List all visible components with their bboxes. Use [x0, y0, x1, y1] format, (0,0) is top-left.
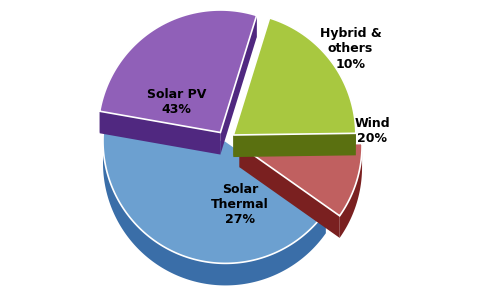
Polygon shape: [240, 143, 362, 216]
Polygon shape: [105, 120, 226, 163]
Polygon shape: [340, 143, 362, 238]
Polygon shape: [100, 10, 256, 133]
Polygon shape: [100, 10, 256, 133]
Polygon shape: [234, 133, 356, 157]
Polygon shape: [234, 18, 356, 135]
Text: Solar PV
43%: Solar PV 43%: [147, 88, 206, 116]
Polygon shape: [220, 16, 256, 155]
Polygon shape: [270, 18, 356, 155]
Polygon shape: [240, 143, 362, 167]
Polygon shape: [103, 120, 326, 263]
Polygon shape: [100, 111, 220, 155]
Polygon shape: [226, 141, 326, 233]
Text: Solar
Thermal
27%: Solar Thermal 27%: [212, 183, 269, 226]
Text: Hybrid &
others
10%: Hybrid & others 10%: [320, 28, 382, 71]
Polygon shape: [240, 145, 340, 238]
Polygon shape: [234, 18, 270, 157]
Text: Wind
20%: Wind 20%: [354, 117, 390, 145]
Polygon shape: [103, 120, 326, 285]
